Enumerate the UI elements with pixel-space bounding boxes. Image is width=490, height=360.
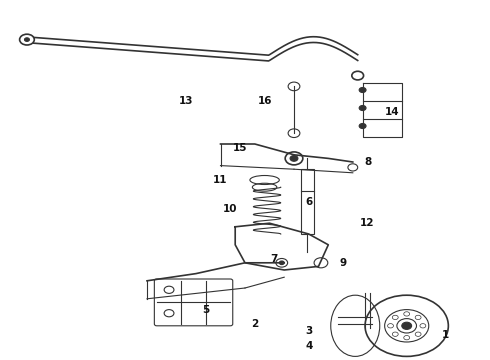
Text: 4: 4 <box>305 341 313 351</box>
Text: 10: 10 <box>223 204 238 214</box>
Circle shape <box>359 87 366 93</box>
Text: 9: 9 <box>340 258 346 268</box>
Circle shape <box>24 38 29 41</box>
Text: 5: 5 <box>202 305 209 315</box>
Text: 12: 12 <box>360 218 375 228</box>
Text: 1: 1 <box>442 330 449 340</box>
Circle shape <box>290 156 298 161</box>
Circle shape <box>359 123 366 129</box>
Circle shape <box>279 261 284 265</box>
Text: 3: 3 <box>305 326 312 336</box>
Circle shape <box>359 105 366 111</box>
Text: 16: 16 <box>257 96 272 106</box>
Text: 6: 6 <box>305 197 312 207</box>
Circle shape <box>402 322 412 329</box>
Circle shape <box>20 34 34 45</box>
Text: 11: 11 <box>213 175 228 185</box>
Text: 2: 2 <box>251 319 258 329</box>
Text: 15: 15 <box>233 143 247 153</box>
Text: 13: 13 <box>179 96 194 106</box>
Text: 7: 7 <box>270 254 278 264</box>
Text: 8: 8 <box>364 157 371 167</box>
Text: 14: 14 <box>385 107 399 117</box>
